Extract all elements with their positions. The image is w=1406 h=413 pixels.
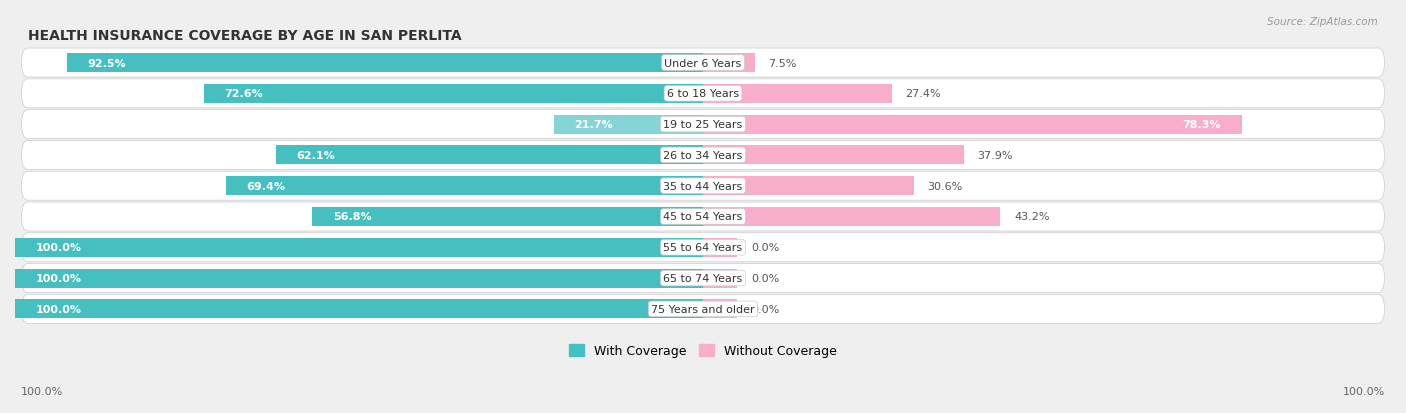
Text: 100.0%: 100.0% [35,273,82,283]
Text: 0.0%: 0.0% [751,273,779,283]
Bar [703,85,891,104]
Bar [225,177,703,196]
Text: 100.0%: 100.0% [35,304,82,314]
FancyBboxPatch shape [21,172,1385,201]
Text: 100.0%: 100.0% [35,243,82,253]
Bar [204,85,703,104]
FancyBboxPatch shape [21,80,1385,109]
Text: 43.2%: 43.2% [1014,212,1049,222]
Bar [703,146,963,165]
Bar [703,115,1241,134]
Bar [703,238,737,257]
Bar [15,238,703,257]
Text: 100.0%: 100.0% [1343,387,1385,396]
Legend: With Coverage, Without Coverage: With Coverage, Without Coverage [564,339,842,363]
FancyBboxPatch shape [21,264,1385,293]
Text: 55 to 64 Years: 55 to 64 Years [664,243,742,253]
Bar [703,177,914,196]
Bar [703,299,737,319]
Bar [312,207,703,226]
Text: 69.4%: 69.4% [246,181,285,191]
Text: 30.6%: 30.6% [928,181,963,191]
Text: 6 to 18 Years: 6 to 18 Years [666,89,740,99]
Bar [66,54,703,73]
Text: 27.4%: 27.4% [905,89,941,99]
Text: 26 to 34 Years: 26 to 34 Years [664,150,742,161]
FancyBboxPatch shape [21,110,1385,139]
Text: 21.7%: 21.7% [574,120,613,130]
FancyBboxPatch shape [21,202,1385,231]
Bar [276,146,703,165]
Text: 0.0%: 0.0% [751,304,779,314]
Text: 65 to 74 Years: 65 to 74 Years [664,273,742,283]
Text: 45 to 54 Years: 45 to 54 Years [664,212,742,222]
Bar [703,269,737,288]
Text: 7.5%: 7.5% [768,58,797,68]
FancyBboxPatch shape [21,49,1385,78]
Text: 0.0%: 0.0% [751,243,779,253]
Text: 78.3%: 78.3% [1182,120,1220,130]
Text: 75 Years and older: 75 Years and older [651,304,755,314]
FancyBboxPatch shape [21,141,1385,170]
Bar [15,299,703,319]
Bar [703,54,755,73]
Text: 35 to 44 Years: 35 to 44 Years [664,181,742,191]
FancyBboxPatch shape [21,295,1385,323]
Text: Under 6 Years: Under 6 Years [665,58,741,68]
Text: 37.9%: 37.9% [977,150,1012,161]
Bar [554,115,703,134]
Bar [703,207,1000,226]
Text: 92.5%: 92.5% [87,58,127,68]
Text: Source: ZipAtlas.com: Source: ZipAtlas.com [1267,17,1378,26]
Text: 62.1%: 62.1% [297,150,335,161]
Text: 100.0%: 100.0% [21,387,63,396]
FancyBboxPatch shape [21,233,1385,262]
Text: 72.6%: 72.6% [224,89,263,99]
Text: HEALTH INSURANCE COVERAGE BY AGE IN SAN PERLITA: HEALTH INSURANCE COVERAGE BY AGE IN SAN … [28,29,461,43]
Text: 19 to 25 Years: 19 to 25 Years [664,120,742,130]
Bar [15,269,703,288]
Text: 56.8%: 56.8% [333,212,371,222]
